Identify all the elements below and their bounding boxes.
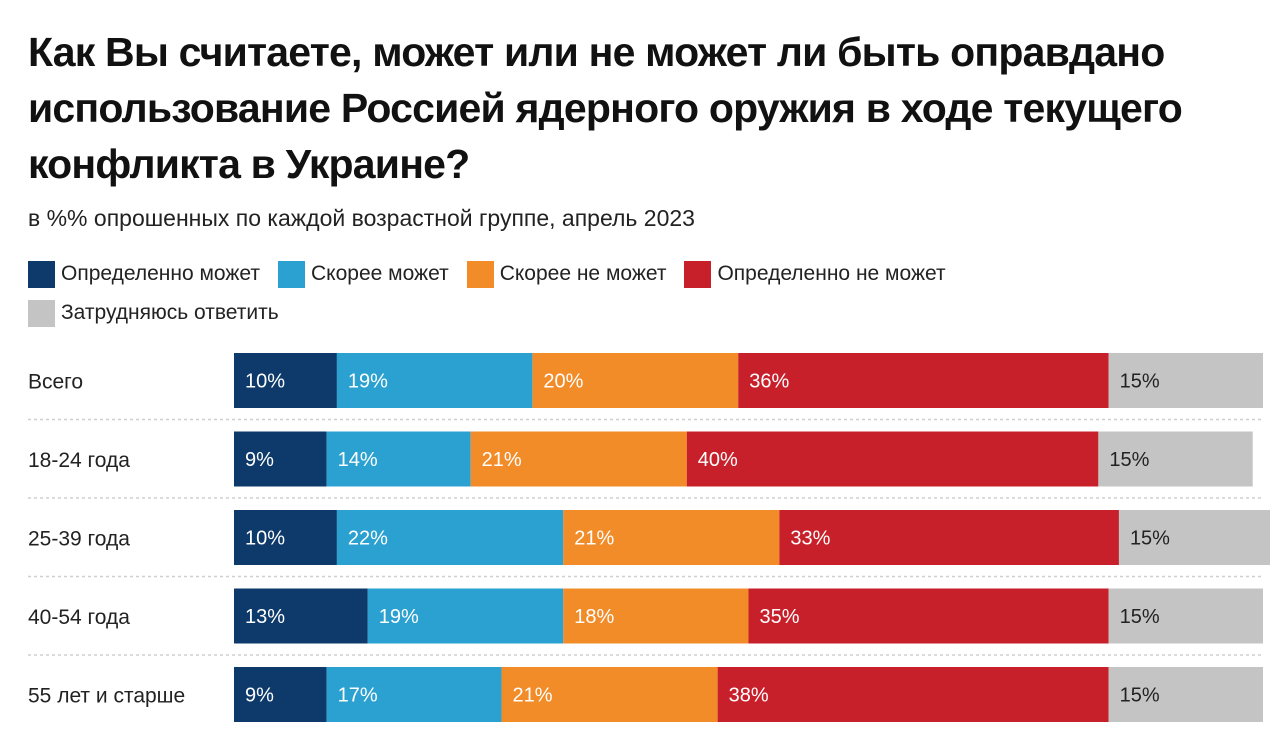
legend-swatch [684, 260, 712, 288]
bar-segment [470, 431, 687, 487]
data-label: 18% [574, 606, 614, 628]
legend-swatch [466, 260, 494, 288]
bar-segment [336, 510, 564, 565]
bar-segment [532, 353, 739, 408]
legend-label: Скорее может [311, 262, 449, 285]
data-label: 14% [338, 449, 378, 471]
data-label: 40% [698, 449, 738, 471]
bar-segment [1108, 588, 1263, 644]
legend-item: Определенно не может [684, 260, 946, 288]
bar-segment [234, 431, 327, 487]
data-label: 15% [1120, 685, 1160, 707]
data-label: 21% [482, 449, 522, 471]
data-label: 9% [245, 685, 274, 707]
legend: Определенно может Скорее может Скорее не м… [28, 260, 1228, 338]
data-label: 13% [245, 606, 285, 628]
bar-segment [1108, 667, 1263, 722]
bar-segment [326, 667, 502, 722]
bar-segment [738, 353, 1109, 408]
category-label: Всего [28, 371, 83, 394]
legend-item: Скорее может [278, 260, 449, 288]
legend-item: Определенно может [28, 260, 260, 288]
bar-segment [234, 353, 337, 408]
legend-swatch [28, 299, 55, 327]
bar-segment [501, 667, 718, 722]
bar-segment [1108, 353, 1263, 408]
bar-segment [1118, 510, 1270, 565]
bar-segment [234, 510, 337, 565]
data-label: 22% [348, 528, 388, 550]
data-label: 36% [749, 371, 789, 393]
bar-segment [748, 588, 1109, 644]
legend-label: Скорее не может [499, 262, 667, 285]
bar-segment [234, 588, 368, 644]
data-label: 17% [338, 685, 378, 707]
data-label: 21% [574, 528, 614, 550]
bar-segment [336, 353, 533, 408]
data-label: 15% [1130, 528, 1170, 550]
data-label: 20% [543, 371, 583, 393]
legend-swatch [28, 260, 55, 288]
category-label: 18-24 года [28, 449, 130, 472]
bar-segment [686, 431, 1099, 487]
category-label: 55 лет и старше [28, 685, 185, 708]
bar-segment [717, 667, 1109, 722]
chart-subtitle: в %% опрошенных по каждой возрастной гру… [28, 205, 695, 231]
data-label: 33% [790, 528, 830, 550]
bar-segment [563, 588, 749, 644]
bar-segment [326, 431, 471, 487]
category-label: 40-54 года [28, 606, 130, 629]
data-label: 9% [245, 449, 274, 471]
data-label: 10% [245, 528, 285, 550]
bar-segment [779, 510, 1119, 565]
category-label: 25-39 года [28, 528, 130, 551]
legend-label: Затрудняюсь ответить [61, 301, 279, 324]
data-label: 19% [348, 371, 388, 393]
legend-label: Определенно не может [717, 262, 946, 285]
data-label: 15% [1120, 371, 1160, 393]
data-label: 19% [379, 606, 419, 628]
data-label: 21% [513, 685, 553, 707]
data-label: 38% [729, 685, 769, 707]
bar-segment [234, 667, 327, 722]
legend-swatch [278, 260, 306, 288]
data-label: 10% [245, 371, 285, 393]
data-label: 15% [1109, 449, 1149, 471]
data-label: 15% [1120, 606, 1160, 628]
legend-item: Затрудняюсь ответить [28, 299, 279, 327]
bar-segment [1098, 431, 1253, 487]
bar-segment [367, 588, 564, 644]
bar-segment [563, 510, 780, 565]
chart-title: Как Вы считаете, может или не может ли б… [28, 29, 1183, 187]
data-label: 35% [760, 606, 800, 628]
legend-item: Скорее не может [466, 260, 667, 288]
legend-label: Определенно может [61, 262, 261, 285]
